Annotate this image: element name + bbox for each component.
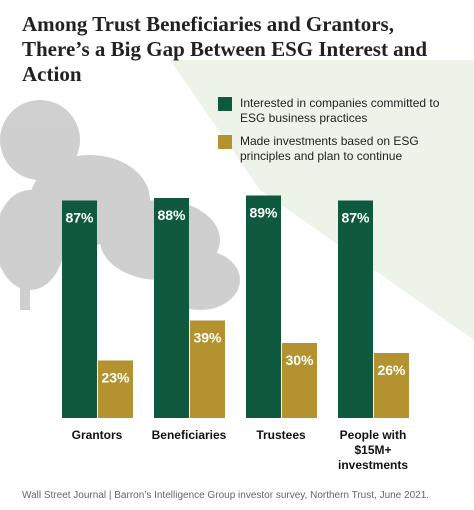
- legend-label: Interested in companies committed to ESG…: [240, 96, 440, 125]
- source-note: Wall Street Journal | Barron’s Intellige…: [22, 490, 430, 501]
- value-label: 39%: [193, 330, 222, 346]
- value-label: 89%: [249, 205, 278, 221]
- value-label: 87%: [65, 210, 94, 226]
- value-label: 88%: [157, 207, 186, 223]
- x-tick-label: People with $15M+ investments: [337, 428, 409, 472]
- legend-label: Made investments based on ESG principles…: [240, 134, 419, 163]
- bar: [374, 353, 409, 418]
- x-tick-label: Grantors: [71, 428, 123, 442]
- value-label: 87%: [341, 210, 370, 226]
- bar: [62, 200, 97, 418]
- legend-swatch: [218, 97, 232, 111]
- bar: [98, 360, 133, 418]
- bar: [190, 320, 225, 418]
- bar: [338, 200, 373, 418]
- bar: [246, 195, 281, 418]
- legend-swatch: [218, 135, 232, 149]
- value-label: 26%: [377, 362, 406, 378]
- value-label: 30%: [285, 352, 314, 368]
- tree-decoration: [0, 100, 240, 310]
- bar: [282, 343, 317, 418]
- x-tick-label: Trustees: [256, 428, 306, 442]
- value-label: 23%: [101, 370, 130, 386]
- x-tick-label: Beneficiaries: [151, 428, 227, 442]
- bar: [154, 198, 189, 418]
- background-band: [170, 60, 474, 340]
- chart-title: Among Trust Beneficiaries and Grantors, …: [22, 12, 428, 86]
